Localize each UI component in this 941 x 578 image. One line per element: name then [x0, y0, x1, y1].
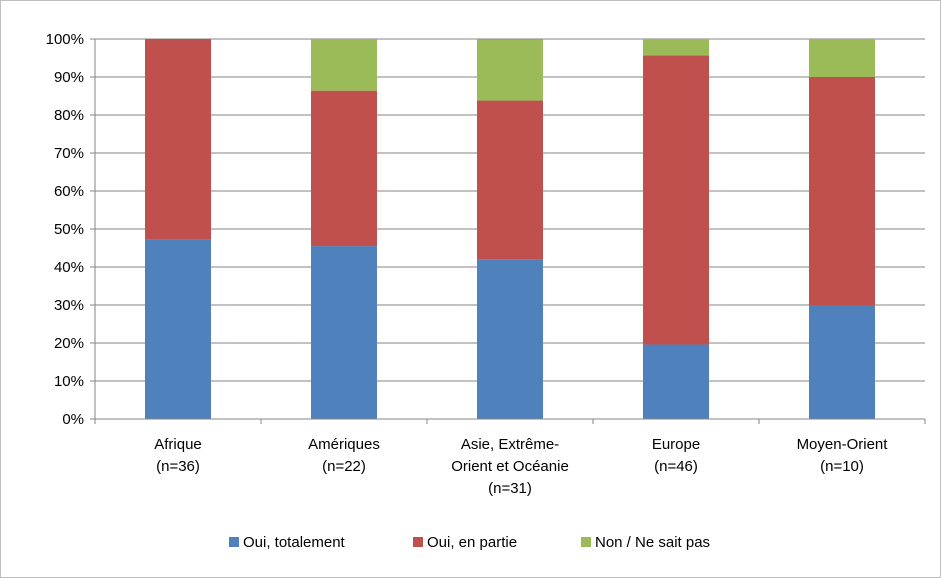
x-tick-label: Afrique — [154, 436, 202, 453]
x-tick-label: (n=36) — [156, 458, 200, 475]
bar-segment-non-ne-sait-pas — [643, 39, 709, 56]
category-labels: Afrique (n=36) Amériques (n=22) Asie, Extrêm… — [154, 436, 888, 497]
bar-segment-oui-en-partie — [477, 100, 543, 260]
y-tick-label: 70% — [54, 145, 84, 162]
y-tick-label: 10% — [54, 373, 84, 390]
axes — [90, 38, 926, 424]
y-tick-label: 0% — [62, 411, 84, 428]
y-tick-label: 50% — [54, 221, 84, 238]
legend-label: Oui, totalement — [243, 534, 346, 551]
bar-segment-oui-en-partie — [809, 77, 875, 305]
legend-swatch — [413, 537, 423, 547]
legend-label: Non / Ne sait pas — [595, 534, 710, 551]
bar-segment-oui-totalement — [809, 305, 875, 419]
x-tick-label: Asie, Extrême- — [461, 436, 559, 453]
legend: Oui, totalement Oui, en partie Non / Ne sa… — [229, 534, 710, 551]
x-tick-label: (n=22) — [322, 458, 366, 475]
legend-label: Oui, en partie — [427, 534, 517, 551]
legend-swatch — [229, 537, 239, 547]
y-tick-label: 90% — [54, 69, 84, 86]
bar-segment-oui-totalement — [145, 239, 211, 419]
x-tick-label: Orient et Océanie — [451, 458, 569, 475]
bars — [145, 39, 875, 419]
x-tick-label: Europe — [652, 436, 700, 453]
y-tick-label: 20% — [54, 335, 84, 352]
x-tick-label: Moyen-Orient — [797, 436, 889, 453]
bar-segment-oui-en-partie — [145, 39, 211, 240]
bar-segment-oui-totalement — [311, 246, 377, 419]
bar-segment-oui-en-partie — [311, 90, 377, 247]
y-tick-label: 60% — [54, 183, 84, 200]
y-tick-label: 80% — [54, 107, 84, 124]
bar-segment-non-ne-sait-pas — [477, 39, 543, 101]
x-tick-label: (n=10) — [820, 458, 864, 475]
bar-segment-oui-totalement — [643, 344, 709, 419]
x-tick-label: (n=46) — [654, 458, 698, 475]
bar-segment-non-ne-sait-pas — [311, 39, 377, 91]
y-tick-label: 100% — [46, 31, 84, 48]
y-tick-label: 30% — [54, 297, 84, 314]
bar-segment-non-ne-sait-pas — [809, 39, 875, 77]
x-tick-label: Amériques — [308, 436, 380, 453]
y-tick-label: 40% — [54, 259, 84, 276]
x-tick-label: (n=31) — [488, 480, 532, 497]
bar-segment-oui-totalement — [477, 259, 543, 419]
bar-segment-oui-en-partie — [643, 55, 709, 345]
y-tick-labels: 0% 10% 20% 30% 40% 50% 60% 70% 80% 90% 100% — [46, 31, 84, 428]
legend-swatch — [581, 537, 591, 547]
